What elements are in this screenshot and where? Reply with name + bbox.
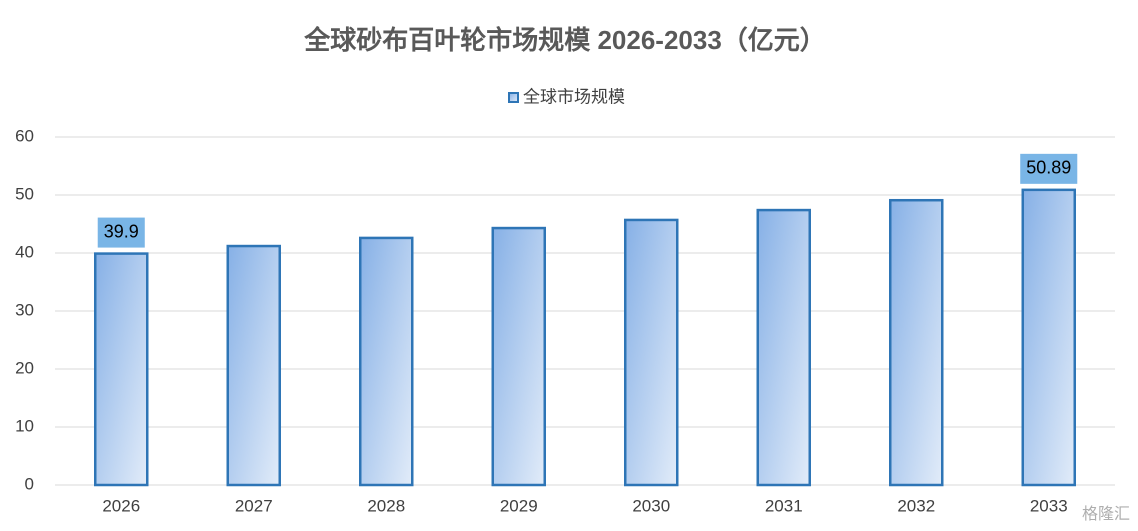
- y-tick-label: 60: [15, 126, 34, 145]
- data-label-text: 50.89: [1026, 158, 1071, 178]
- data-label-box: [97, 217, 145, 248]
- y-tick-label: 40: [15, 242, 34, 261]
- x-tick-label: 2030: [632, 496, 670, 515]
- x-tick-label: 2029: [500, 496, 538, 515]
- bar: [359, 236, 414, 487]
- y-tick-label: 0: [25, 474, 34, 493]
- data-label-text: 39.9: [104, 221, 139, 241]
- data-label: 39.9: [97, 217, 145, 248]
- bar: [491, 226, 546, 487]
- bar: [889, 198, 944, 487]
- x-tick-label: 2031: [765, 496, 803, 515]
- bar: [94, 252, 149, 487]
- y-tick-label: 10: [15, 416, 34, 435]
- watermark: 格隆汇: [1082, 505, 1130, 523]
- bar: [1021, 188, 1076, 487]
- x-tick-label: 2026: [102, 496, 140, 515]
- data-label: 50.89: [1020, 153, 1078, 184]
- y-tick-label: 30: [15, 300, 34, 319]
- bar: [624, 218, 679, 487]
- bar: [756, 208, 811, 487]
- x-tick-label: 2028: [367, 496, 405, 515]
- x-tick-label: 2032: [897, 496, 935, 515]
- x-tick-label: 2033: [1030, 496, 1068, 515]
- data-label-box: [1020, 153, 1078, 184]
- bar: [226, 244, 281, 487]
- y-tick-label: 20: [15, 358, 34, 377]
- legend-label: 全球市场规模: [523, 87, 625, 106]
- x-tick-label: 2027: [235, 496, 273, 515]
- legend-swatch: [508, 92, 519, 103]
- chart-title: 全球砂布百叶轮市场规模 2026-2033（亿元）: [303, 25, 826, 55]
- y-tick-label: 50: [15, 184, 34, 203]
